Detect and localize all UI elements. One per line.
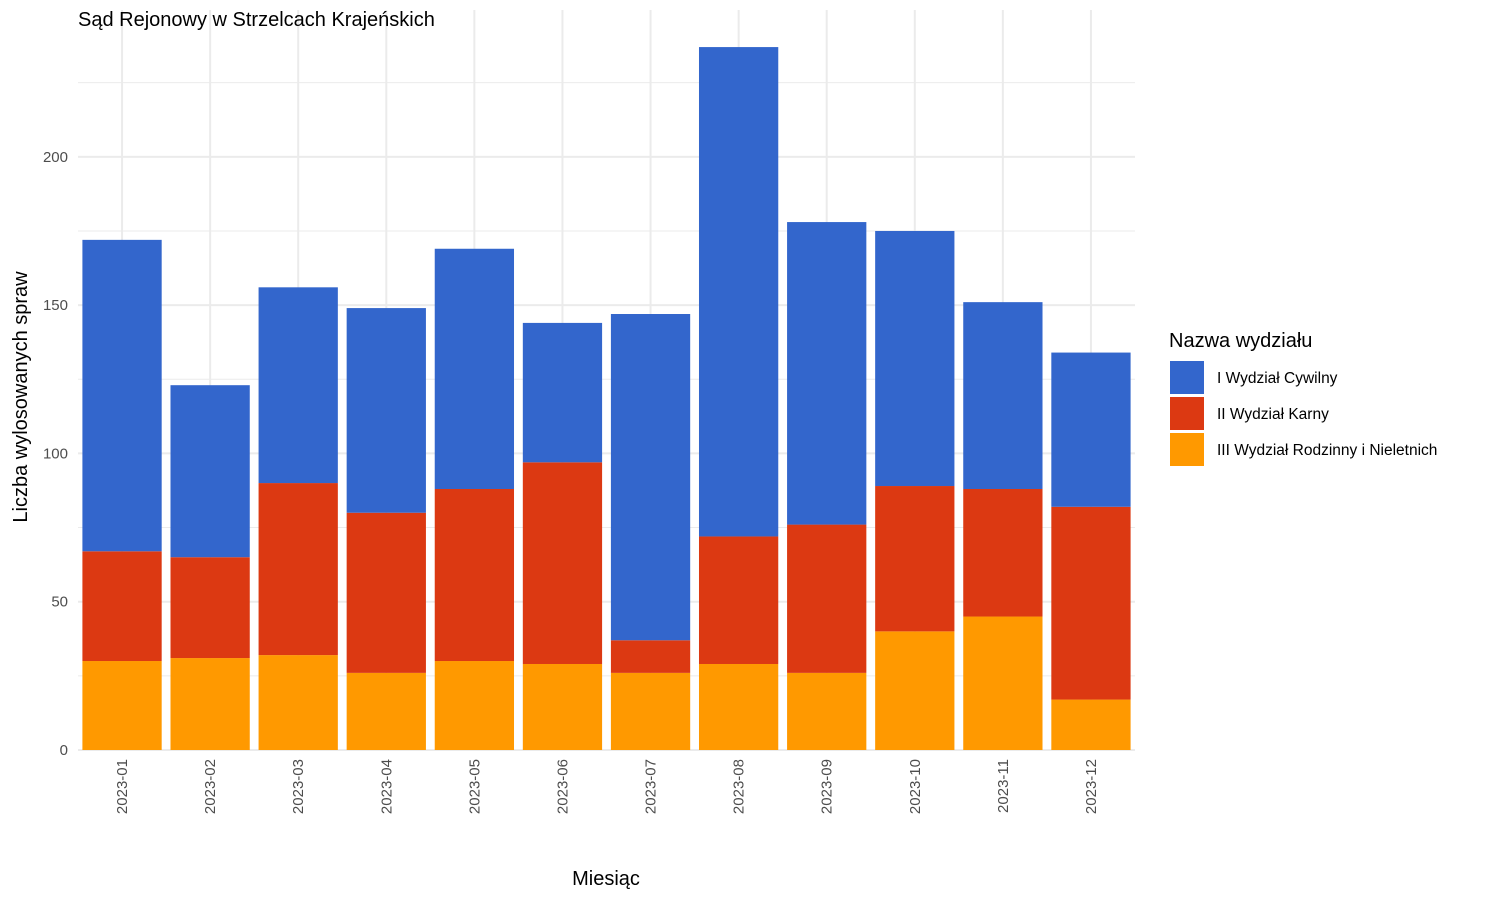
x-tick-label: 2023-08 bbox=[731, 759, 748, 814]
bar-segment bbox=[522, 462, 603, 664]
bar-segment bbox=[346, 512, 426, 673]
bar-segment bbox=[434, 248, 515, 489]
bar-segment bbox=[610, 314, 691, 641]
bar-segment bbox=[610, 640, 691, 673]
bar-segment bbox=[1051, 506, 1131, 700]
y-tick-label: 0 bbox=[60, 742, 68, 759]
x-tick-label: 2023-12 bbox=[1083, 759, 1100, 814]
bar-segment bbox=[258, 287, 338, 484]
x-tick-label: 2023-04 bbox=[378, 759, 395, 814]
y-axis-title: Liczba wylosowanych spraw bbox=[10, 271, 32, 523]
legend-swatch bbox=[1170, 397, 1204, 430]
bar-segment bbox=[434, 661, 515, 750]
bar-segment bbox=[698, 536, 779, 664]
legend: Nazwa wydziału I Wydział Cywilny II Wydzi… bbox=[1169, 330, 1437, 466]
axis-layer: 0 50 100 150 200 2023-01 2023-02 2023-03 2023-04… bbox=[43, 149, 1100, 814]
bars-layer bbox=[82, 47, 1131, 750]
legend-label: I Wydział Cywilny bbox=[1217, 370, 1338, 387]
y-tick-label: 100 bbox=[43, 445, 68, 462]
bar-segment bbox=[82, 661, 162, 750]
bar-segment bbox=[875, 631, 955, 750]
x-tick-label: 2023-10 bbox=[907, 759, 924, 814]
bar-segment bbox=[170, 658, 250, 750]
chart-title: Sąd Rejonowy w Strzelcach Krajeńskich bbox=[78, 9, 435, 31]
bar-segment bbox=[258, 483, 338, 656]
legend-label: III Wydział Rodzinny i Nieletnich bbox=[1217, 442, 1437, 459]
bar-segment bbox=[875, 486, 955, 632]
bar-segment bbox=[170, 557, 250, 659]
bar-segment bbox=[346, 672, 426, 750]
bar-segment bbox=[698, 47, 779, 537]
bar-segment bbox=[1051, 699, 1131, 750]
x-tick-label: 2023-09 bbox=[819, 759, 836, 814]
bar-segment bbox=[82, 239, 162, 552]
y-tick-label: 50 bbox=[51, 594, 68, 611]
y-tick-label: 200 bbox=[43, 149, 68, 166]
bar-segment bbox=[787, 222, 867, 525]
bar-segment bbox=[787, 524, 867, 673]
x-tick-label: 2023-06 bbox=[554, 759, 571, 814]
bar-segment bbox=[963, 616, 1043, 750]
legend-label: II Wydział Karny bbox=[1217, 406, 1329, 423]
bar-segment bbox=[610, 672, 691, 750]
bar-segment bbox=[963, 302, 1043, 489]
x-axis-title: Miesiąc bbox=[572, 868, 640, 890]
bar-segment bbox=[434, 488, 515, 662]
x-tick-label: 2023-07 bbox=[643, 759, 660, 814]
legend-swatch bbox=[1170, 433, 1204, 466]
bar-segment bbox=[522, 322, 603, 463]
bar-segment bbox=[82, 551, 162, 662]
bar-segment bbox=[346, 308, 426, 513]
bar-segment bbox=[258, 655, 338, 750]
x-tick-label: 2023-01 bbox=[114, 759, 131, 814]
legend-title: Nazwa wydziału bbox=[1169, 330, 1312, 352]
x-tick-label: 2023-02 bbox=[202, 759, 219, 814]
y-tick-label: 150 bbox=[43, 297, 68, 314]
legend-items: I Wydział Cywilny II Wydział Karny III Wyd… bbox=[1170, 361, 1437, 466]
bar-segment bbox=[522, 663, 603, 750]
bar-segment bbox=[787, 672, 867, 750]
bar-segment bbox=[170, 385, 250, 558]
bar-segment bbox=[1051, 352, 1131, 507]
bar-segment bbox=[698, 663, 779, 750]
legend-swatch bbox=[1170, 361, 1204, 394]
x-tick-label: 2023-03 bbox=[290, 759, 307, 814]
x-tick-label: 2023-05 bbox=[466, 759, 483, 814]
bar-segment bbox=[963, 488, 1043, 617]
x-tick-label: 2023-11 bbox=[995, 759, 1012, 813]
bar-segment bbox=[875, 230, 955, 487]
